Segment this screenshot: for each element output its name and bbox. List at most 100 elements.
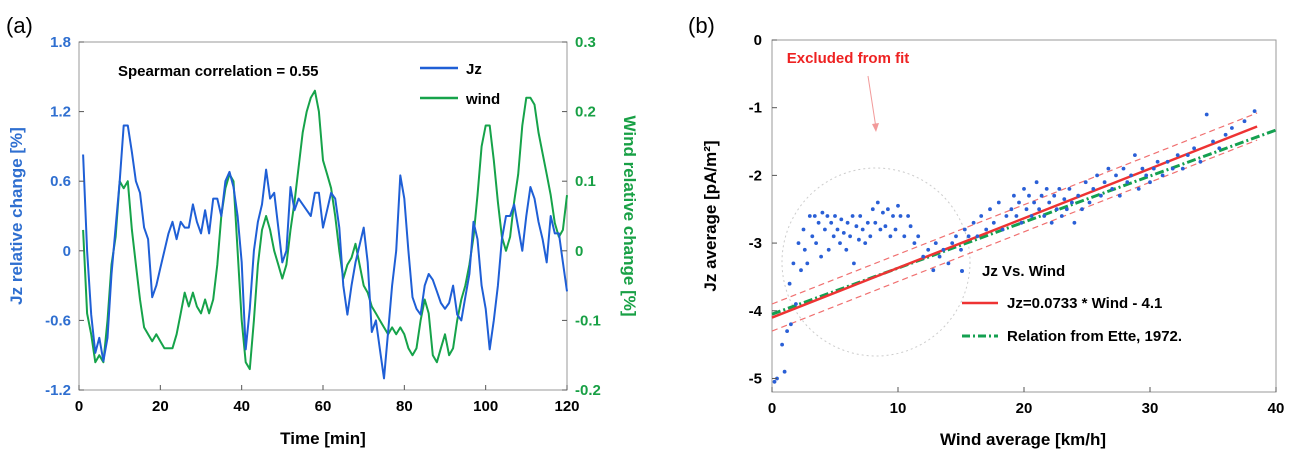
panel-a-right-axis-title: Wind relative change [%] (620, 115, 639, 316)
scatter-point (845, 220, 850, 225)
scatter-point (863, 241, 868, 246)
panel-a-legend: Jz wind (420, 61, 500, 108)
scatter-point (1106, 166, 1111, 171)
confidence-band-line (771, 139, 1258, 332)
scatter-point (1000, 227, 1005, 232)
scatter-point (844, 247, 849, 252)
scatter-point (1144, 173, 1149, 178)
scatter-point (1217, 146, 1222, 151)
scatter-point (819, 254, 823, 259)
scatter-point (1155, 159, 1160, 164)
scatter-point (829, 220, 834, 225)
legend-fit-label: Jz=0.0733 * Wind - 4.1 (1007, 295, 1162, 312)
scatter-point (954, 234, 958, 239)
scatter-point (787, 281, 792, 286)
scatter-point (1160, 173, 1165, 178)
panel-b-y-tick-label: -2 (749, 167, 762, 184)
scatter-point (996, 200, 1001, 205)
scatter-point (1062, 197, 1067, 202)
scatter-point (823, 227, 827, 232)
scatter-point (1072, 220, 1077, 225)
scatter-point (1012, 193, 1016, 198)
scatter-point (1110, 187, 1115, 191)
scatter-point (1095, 173, 1099, 178)
scatter-point (826, 247, 831, 252)
scatter-point (941, 247, 946, 252)
panel-a-left-tick-label: 1.2 (50, 104, 71, 121)
legend-points-label: Jz Vs. Wind (982, 263, 1065, 280)
scatter-point (1170, 166, 1175, 171)
series-line-jz (82, 124, 568, 380)
scatter-point (812, 214, 817, 218)
scatter-point (820, 210, 825, 215)
scatter-point (1136, 187, 1141, 191)
legend-jz-label: Jz (466, 61, 482, 78)
scatter-point (991, 220, 996, 225)
scatter-point (1022, 187, 1026, 191)
excluded-region-circle (781, 167, 971, 357)
scatter-point (1059, 214, 1064, 218)
scatter-point (1252, 109, 1257, 113)
panel-a-left-tick-label: 1.8 (50, 34, 71, 51)
scatter-point (1133, 153, 1137, 158)
panel-a-left-tick-label: -1.2 (45, 382, 71, 399)
scatter-point (814, 241, 818, 246)
panel-a-x-tick-label: 20 (152, 398, 169, 415)
scatter-point (875, 200, 880, 205)
panel-b-x-tick-label: 40 (1268, 400, 1285, 417)
scatter-point (1027, 193, 1031, 198)
scatter-point (1180, 166, 1185, 171)
scatter-point (1024, 207, 1029, 212)
scatter-point (896, 203, 900, 208)
scatter-point (959, 247, 963, 252)
confidence-band-line (771, 112, 1258, 305)
scatter-point (916, 234, 921, 239)
scatter-point (966, 234, 971, 239)
scatter-point (931, 268, 936, 273)
scatter-point (926, 247, 931, 252)
scatter-point (937, 254, 942, 259)
panel-a-right-tick-label: 0 (575, 243, 583, 260)
scatter-point (1129, 173, 1133, 178)
scatter-point (801, 227, 806, 232)
scatter-point (1042, 214, 1047, 218)
scatter-point (772, 379, 777, 384)
panel-b-y-tick-label: -1 (749, 100, 762, 117)
scatter-point (1083, 180, 1088, 185)
scatter-point (1175, 153, 1180, 158)
legend-wind-label: wind (465, 91, 500, 108)
scatter-point (1185, 153, 1190, 158)
scatter-point (1230, 126, 1234, 130)
scatter-point (858, 214, 863, 218)
scatter-point (825, 214, 830, 218)
scatter-point (1067, 187, 1072, 191)
scatter-point (881, 210, 885, 215)
scatter-point (868, 234, 873, 239)
panel-a-annotation: Spearman correlation = 0.55 (118, 63, 319, 80)
scatter-point (1192, 146, 1196, 151)
fit-line (771, 125, 1258, 319)
scatter-point (850, 214, 855, 218)
scatter-point (1076, 193, 1081, 198)
scatter-point (933, 241, 938, 246)
scatter-point (1114, 173, 1118, 178)
scatter-point (1017, 200, 1021, 205)
panel-a-left-tick-label: 0 (63, 243, 71, 260)
scatter-point (1037, 207, 1041, 212)
scatter-point (1080, 207, 1084, 212)
scatter-point (878, 227, 883, 232)
scatter-point (1151, 166, 1156, 171)
scatter-point (780, 342, 784, 347)
scatter-point (1087, 200, 1092, 205)
excluded-annotation: Excluded from fit (787, 50, 910, 67)
scatter-point (1070, 200, 1074, 205)
scatter-point (906, 214, 910, 218)
scatter-point (831, 234, 836, 239)
scatter-point (865, 220, 870, 225)
scatter-point (1102, 180, 1107, 185)
scatter-point (1117, 193, 1122, 198)
panel-a-x-tick-label: 60 (315, 398, 332, 415)
scatter-point (854, 224, 859, 229)
scatter-point (912, 241, 917, 246)
panel-b-x-tick-label: 0 (768, 400, 776, 417)
